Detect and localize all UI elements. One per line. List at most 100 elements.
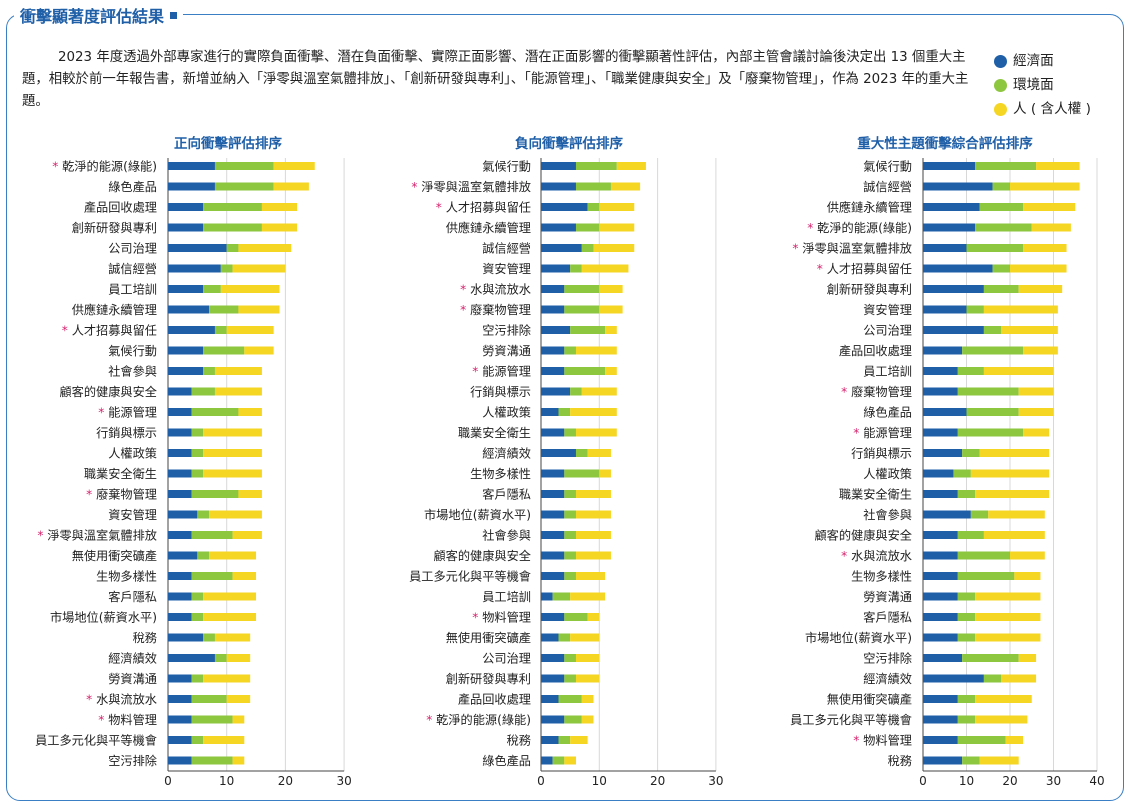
bar-segment-economic xyxy=(541,613,565,621)
bar-segment-environment xyxy=(197,510,210,519)
category-label: 空污排除 xyxy=(108,753,157,768)
bar-segment-economic xyxy=(168,531,192,539)
category-label-text: 空污排除 xyxy=(108,753,157,768)
category-label-text: 員工多元化與平等機會 xyxy=(35,733,157,748)
category-label-text: 社會參與 xyxy=(863,507,912,522)
bar-segment-people xyxy=(1010,551,1045,560)
category-label-text: 生物多樣性 xyxy=(470,466,531,481)
category-label-text: 經濟績效 xyxy=(108,651,157,666)
bar-segment-people xyxy=(599,223,635,232)
x-tick-label: 20 xyxy=(278,774,293,788)
bar-segment-economic xyxy=(168,736,192,744)
category-label-text: 公司治理 xyxy=(863,324,912,338)
bar-segment-people xyxy=(203,592,257,601)
category-label: 客戶隱私 xyxy=(482,487,531,502)
bar-segment-economic xyxy=(923,346,963,355)
new-topic-marker: * xyxy=(472,611,482,625)
bar-segment-economic xyxy=(541,264,571,273)
new-topic-marker: * xyxy=(98,406,108,420)
bar-segment-environment xyxy=(575,223,600,232)
category-label: 經濟績效 xyxy=(108,651,157,666)
bar-segment-economic xyxy=(541,531,565,539)
chart-title-3: 重大性主題衝擊綜合評估排序 xyxy=(857,135,1033,152)
bar-segment-economic xyxy=(168,203,204,211)
category-label-text: 勞資溝通 xyxy=(863,590,912,604)
bar-segment-people xyxy=(209,510,262,519)
legend-people-swatch-icon xyxy=(994,102,1007,116)
x-tick-label: 0 xyxy=(164,774,172,788)
category-label-text: 行銷與標示 xyxy=(470,384,531,399)
bar-segment-environment xyxy=(191,449,204,457)
legend-people-label: 人 ( 含人權 ) xyxy=(1013,101,1091,117)
bar-segment-people xyxy=(203,674,251,683)
bar-segment-economic xyxy=(923,674,984,683)
category-label: * 物料管理 xyxy=(472,610,531,625)
category-label-text: 客戶隱私 xyxy=(108,589,157,604)
bar-segment-economic xyxy=(923,428,958,437)
bar-segment-economic xyxy=(541,633,559,642)
bar-segment-people xyxy=(220,285,280,293)
category-label-text: 氣候行動 xyxy=(863,160,912,174)
category-label-text: 經濟績效 xyxy=(482,446,531,461)
category-label: 公司治理 xyxy=(482,652,531,666)
bar-segment-people xyxy=(975,715,1028,724)
bar-segment-environment xyxy=(957,572,1015,580)
category-label: 無使用衝突礦產 xyxy=(72,548,157,563)
new-topic-marker: * xyxy=(472,365,482,379)
bar-segment-people xyxy=(983,367,1054,375)
category-label: 生物多樣性 xyxy=(851,569,912,584)
bar-segment-environment xyxy=(983,285,1019,293)
bar-segment-people xyxy=(214,367,262,375)
bar-segment-environment xyxy=(962,346,1024,355)
bar-segment-environment xyxy=(564,285,600,293)
new-topic-marker: * xyxy=(817,262,827,276)
bar-segment-environment xyxy=(581,244,594,252)
category-label-text: 淨零與溫室氣體排放 xyxy=(421,179,531,194)
bar-segment-environment xyxy=(191,592,204,601)
bar-segment-environment xyxy=(957,613,976,621)
bar-segment-economic xyxy=(923,285,984,293)
category-label: 誠信經營 xyxy=(482,242,531,256)
category-label: 經濟績效 xyxy=(482,446,531,461)
bar-segment-economic xyxy=(541,428,565,437)
bar-segment-economic xyxy=(541,326,571,334)
category-label: 經濟績效 xyxy=(863,671,912,686)
bar-segment-people xyxy=(581,264,629,273)
bar-segment-economic xyxy=(168,551,198,560)
bar-segment-economic xyxy=(168,715,192,724)
category-label: 綠色產品 xyxy=(482,753,531,768)
bar-segment-economic xyxy=(923,736,958,744)
bar-segment-people xyxy=(238,408,262,416)
category-label-text: 職業安全衛生 xyxy=(839,487,912,502)
report-frame xyxy=(6,14,1124,801)
bar-segment-people xyxy=(975,613,1041,621)
bar-segment-environment xyxy=(191,408,239,416)
category-label: 創新研發與專利 xyxy=(827,282,912,297)
category-label-text: 勞資溝通 xyxy=(108,672,157,686)
bar-segment-environment xyxy=(191,613,204,621)
category-label-text: 氣候行動 xyxy=(482,160,531,174)
new-topic-marker: * xyxy=(62,324,72,338)
category-label: 稅務 xyxy=(133,631,157,645)
bar-segment-people xyxy=(232,531,262,539)
bar-segment-economic xyxy=(541,736,559,744)
bar-segment-environment xyxy=(564,490,576,498)
category-label: 員工多元化與平等機會 xyxy=(790,712,912,727)
category-label: 員工培訓 xyxy=(482,589,531,604)
bar-segment-environment xyxy=(953,469,971,478)
bar-segment-environment xyxy=(983,674,1002,683)
category-label: 空污排除 xyxy=(863,651,912,666)
bar-segment-economic xyxy=(168,469,192,478)
category-label-text: 物料管理 xyxy=(863,733,912,748)
bar-segment-environment xyxy=(552,592,571,601)
category-label: 客戶隱私 xyxy=(108,589,157,604)
new-topic-marker: * xyxy=(792,242,802,256)
category-label-text: 行銷與標示 xyxy=(96,425,157,440)
bar-segment-environment xyxy=(575,182,611,191)
bar-segment-people xyxy=(226,654,251,662)
category-label-text: 廢棄物管理 xyxy=(851,384,912,399)
bar-segment-people xyxy=(575,551,611,560)
category-label: * 人才招募與留任 xyxy=(62,324,157,338)
category-label: 員工培訓 xyxy=(863,364,912,379)
bar-segment-economic xyxy=(541,387,571,396)
